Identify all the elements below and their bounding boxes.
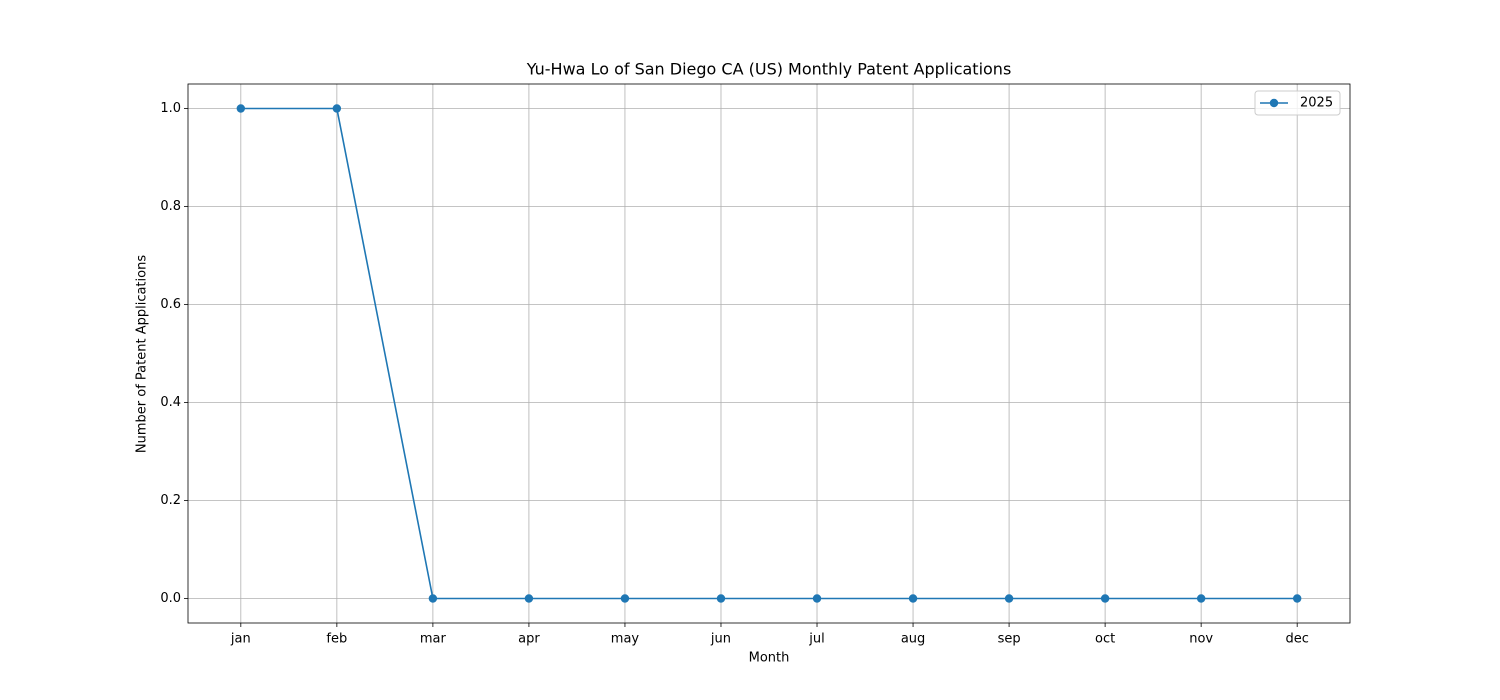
x-tick-label: dec — [1285, 632, 1308, 647]
chart: Yu-Hwa Lo of San Diego CA (US) Monthly P… — [0, 0, 1500, 700]
data-point — [525, 594, 533, 602]
y-tick-label: 1.0 — [160, 101, 181, 116]
data-point — [909, 594, 917, 602]
data-line — [241, 109, 1297, 599]
data-point — [813, 594, 821, 602]
x-tick-label: feb — [326, 632, 347, 647]
x-axis-label: Month — [749, 651, 790, 666]
legend-label: 2025 — [1300, 96, 1333, 111]
plot-frame — [188, 84, 1350, 623]
x-tick-label: may — [611, 632, 640, 647]
y-tick-label: 0.4 — [160, 395, 181, 410]
x-tick-label: jul — [808, 632, 824, 647]
x-tick-label: jan — [230, 632, 251, 647]
y-tick-label: 0.0 — [160, 591, 181, 606]
y-tick-label: 0.2 — [160, 493, 181, 508]
data-point — [237, 104, 245, 112]
data-point — [1293, 594, 1301, 602]
legend-marker — [1270, 99, 1278, 107]
data-point — [717, 594, 725, 602]
data-point — [621, 594, 629, 602]
x-tick-label: jun — [710, 632, 731, 647]
chart-title: Yu-Hwa Lo of San Diego CA (US) Monthly P… — [526, 60, 1012, 79]
y-tick-label: 0.8 — [160, 199, 181, 214]
x-tick-label: nov — [1189, 632, 1213, 647]
data-point — [429, 594, 437, 602]
page: Yu-Hwa Lo of San Diego CA (US) Monthly P… — [0, 0, 1500, 700]
data-point — [1101, 594, 1109, 602]
x-tick-label: sep — [998, 632, 1021, 647]
y-tick-label: 0.6 — [160, 297, 181, 312]
x-tick-label: apr — [518, 632, 540, 647]
data-point — [1197, 594, 1205, 602]
x-tick-label: mar — [420, 632, 447, 647]
legend: 2025 — [1255, 91, 1340, 115]
x-tick-label: oct — [1095, 632, 1115, 647]
y-axis-label: Number of Patent Applications — [135, 255, 150, 453]
x-tick-label: aug — [901, 632, 925, 647]
data-point — [1005, 594, 1013, 602]
data-point — [333, 104, 341, 112]
